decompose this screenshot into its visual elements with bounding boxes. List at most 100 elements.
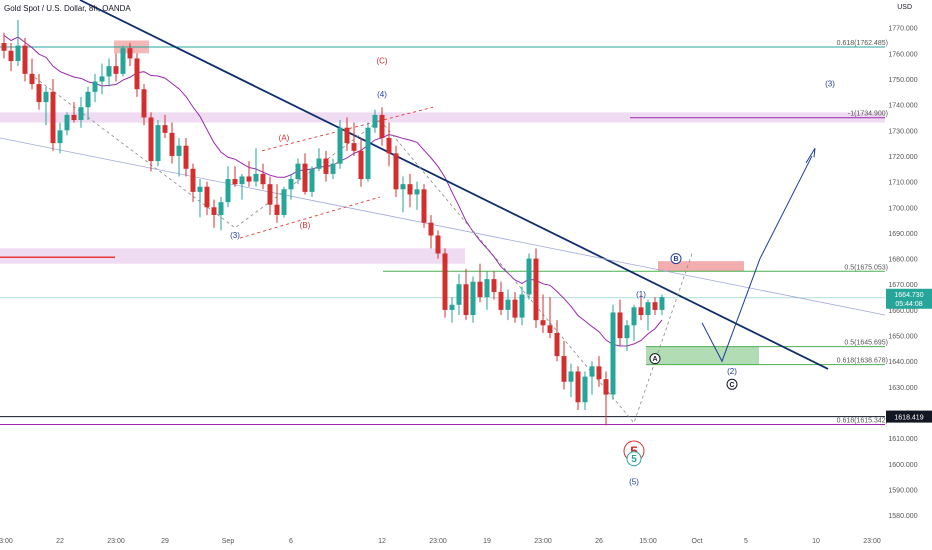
candle-up bbox=[631, 307, 637, 326]
time-tick-label: Sep bbox=[222, 538, 235, 545]
candle-down bbox=[491, 279, 497, 292]
candle-up bbox=[470, 281, 476, 316]
candle-down bbox=[246, 176, 252, 182]
circled-wave-label: 5 bbox=[630, 443, 638, 459]
candle-up bbox=[526, 258, 532, 295]
candle-up bbox=[85, 91, 91, 108]
price-tick-label: 1710.000 bbox=[888, 180, 917, 187]
candle-down bbox=[533, 258, 539, 321]
candle-up bbox=[414, 189, 420, 195]
candle-down bbox=[393, 153, 399, 190]
price-countdown: 05:44:08 bbox=[895, 301, 922, 308]
candle-up bbox=[330, 163, 336, 174]
candle-up bbox=[155, 125, 161, 162]
candle-down bbox=[36, 84, 42, 103]
candle-down bbox=[379, 114, 385, 138]
price-tick-label: 1660.000 bbox=[888, 308, 917, 315]
candle-up bbox=[176, 145, 182, 156]
wave-label: (C) bbox=[376, 57, 387, 66]
wave-label: (2) bbox=[727, 367, 737, 376]
projection-arrow-head bbox=[805, 147, 816, 164]
candle-down bbox=[22, 45, 28, 74]
zones-layer bbox=[0, 40, 885, 365]
wave-label: (B) bbox=[300, 221, 311, 230]
candle-up bbox=[92, 81, 98, 92]
candle-down bbox=[351, 143, 357, 151]
candle-down bbox=[190, 168, 196, 192]
projection-path bbox=[701, 155, 813, 363]
candle-up bbox=[589, 366, 595, 377]
candle-down bbox=[652, 302, 658, 310]
candle-down bbox=[596, 366, 602, 380]
fib-level-label: 0.618(1638.678) bbox=[837, 358, 888, 365]
time-axis[interactable]: 23:00 22 23:00 29 Sep 6 12 23:00 19 23:00 26 15:00 O… bbox=[0, 538, 881, 545]
symbol-header: Gold Spot / U.S. Dollar, 8h, OANDA bbox=[4, 4, 131, 13]
candle-up bbox=[225, 179, 231, 203]
time-tick-label: Oct bbox=[692, 538, 703, 545]
moving-average-line bbox=[3, 34, 663, 347]
price-tick-label: 1580.000 bbox=[888, 513, 917, 520]
candle-up bbox=[57, 130, 63, 144]
price-tick-label: 1760.000 bbox=[888, 51, 917, 58]
candles-layer bbox=[1, 19, 665, 426]
candle-up bbox=[64, 114, 70, 131]
channel-lower bbox=[239, 196, 381, 239]
trendlines-layer bbox=[0, 0, 886, 424]
price-axis[interactable]: 1580.0001590.0001600.0001610.0001620.000… bbox=[886, 26, 932, 521]
candle-up bbox=[253, 173, 259, 182]
wave-label: (5) bbox=[629, 477, 639, 486]
candle-up bbox=[218, 202, 224, 215]
circled-wave-label: B bbox=[673, 256, 678, 263]
candle-up bbox=[645, 302, 651, 316]
candle-up bbox=[610, 312, 616, 395]
last-price-value: 1664.730 bbox=[894, 292, 923, 299]
fib-levels-layer: 0.618(1762.485) -1(1734.900) 0.5(1675.053)… bbox=[0, 40, 888, 425]
candle-down bbox=[603, 379, 609, 395]
candle-up bbox=[400, 184, 406, 190]
main-downtrend-line bbox=[79, 0, 829, 370]
price-tick-label: 1730.000 bbox=[888, 128, 917, 135]
candle-down bbox=[498, 291, 504, 310]
price-tick-label: 1650.000 bbox=[888, 334, 917, 341]
candle-down bbox=[540, 320, 546, 326]
candle-down bbox=[386, 137, 392, 154]
fib-level-label: 0.5(1675.053) bbox=[844, 264, 888, 271]
candle-up bbox=[316, 158, 322, 169]
candle-down bbox=[183, 145, 189, 169]
price-tick-label: 1690.000 bbox=[888, 231, 917, 238]
price-tick-label: 1700.000 bbox=[888, 205, 917, 212]
circled-wave-marker bbox=[626, 451, 642, 467]
price-tick-label: 1630.000 bbox=[888, 385, 917, 392]
candle-down bbox=[442, 253, 448, 310]
circled-wave-label: C bbox=[729, 382, 734, 389]
candle-up bbox=[519, 294, 525, 318]
time-tick-label: 29 bbox=[161, 538, 169, 545]
time-tick-label: 19 bbox=[483, 538, 491, 545]
candle-down bbox=[463, 284, 469, 316]
moving-average-layer bbox=[3, 34, 663, 347]
price-tick-label: 1670.000 bbox=[888, 282, 917, 289]
candle-up bbox=[99, 76, 105, 82]
circled-wave-marker bbox=[670, 253, 682, 265]
time-tick-label: 23:00 bbox=[107, 538, 125, 545]
candle-down bbox=[1, 43, 7, 51]
candle-up bbox=[456, 284, 462, 305]
time-tick-label: 26 bbox=[595, 538, 603, 545]
candle-up bbox=[582, 376, 588, 403]
demand-box bbox=[646, 346, 759, 365]
candle-up bbox=[372, 114, 378, 128]
candle-down bbox=[638, 307, 644, 316]
circled-wave-marker bbox=[726, 378, 738, 390]
last-price-tag bbox=[886, 288, 932, 309]
candle-down bbox=[71, 114, 77, 121]
circled-wave-marker bbox=[649, 353, 661, 365]
candle-up bbox=[295, 163, 301, 180]
circled-wave-label: 5 bbox=[631, 454, 637, 465]
time-tick-label: 23:00 bbox=[429, 538, 447, 545]
time-tick-label: 23:00 bbox=[863, 538, 881, 545]
time-tick-label: 23:00 bbox=[534, 538, 552, 545]
candle-down bbox=[134, 58, 140, 90]
price-tick-label: 1590.000 bbox=[888, 488, 917, 495]
candle-down bbox=[8, 50, 14, 62]
